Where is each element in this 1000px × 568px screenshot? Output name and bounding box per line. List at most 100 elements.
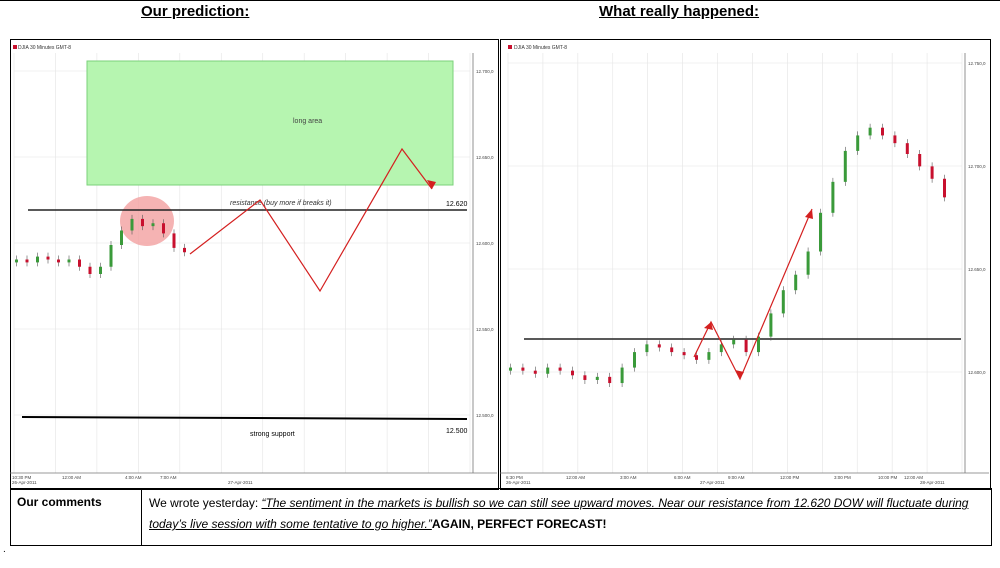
comments-intro: We wrote yesterday: [149, 496, 262, 510]
prediction-arrow-path [189, 147, 433, 293]
x-tick-label: 6:00 AM [674, 475, 691, 480]
candle-up [732, 339, 736, 345]
left-instrument-icon [13, 45, 17, 49]
candle-down [583, 375, 587, 380]
x-tick-label: 10:00 PM [878, 475, 898, 480]
x-date-label: 26-Apr-2011 [12, 480, 37, 485]
y-tick-label: 12.550,0 [476, 327, 494, 332]
candle-up [595, 376, 599, 380]
x-tick-label: 12:00 AM [566, 475, 585, 480]
candle-down [893, 135, 897, 144]
resistance-value: 12.620 [446, 201, 468, 208]
y-tick-label: 12.700,0 [968, 164, 986, 169]
top-rule [0, 0, 1000, 1]
left-chart: DJIA 30 Minutes GMT-8 long area resistan… [10, 45, 497, 485]
candle-down [162, 223, 165, 234]
candle-down [695, 355, 698, 360]
y-tick-label: 12.750,0 [968, 61, 986, 66]
x-tick-label: 12:00 AM [904, 475, 923, 480]
candle-down [78, 259, 81, 267]
candle-down [657, 344, 661, 348]
y-tick-label: 12.650,0 [476, 155, 494, 160]
actual-move-arrowhead-top [704, 322, 713, 330]
candle-down [682, 352, 686, 356]
candle-up [546, 367, 550, 374]
candle-down [670, 347, 674, 353]
resistance-label: resistance (buy more if breaks it) [230, 200, 332, 207]
page-dot: . [3, 544, 6, 555]
candle-up [757, 336, 760, 353]
comments-label: Our comments [17, 495, 102, 509]
candle-up [769, 313, 773, 337]
candle-up [781, 290, 785, 314]
right-chart: DJIA 30 Minutes GMT-8 12.750,0 12.700,0 12… [500, 45, 989, 485]
consolidation-circle [120, 196, 174, 246]
candle-down [88, 266, 92, 274]
candle-up [843, 150, 847, 182]
candle-up [719, 344, 723, 353]
left-chart-frame [10, 39, 499, 490]
candle-down [521, 367, 525, 371]
right-chart-frame [500, 39, 991, 490]
candle-up [806, 251, 810, 275]
support-value: 12.500 [446, 428, 468, 435]
candle-up [99, 266, 102, 274]
y-tick-label: 12.700,0 [476, 69, 494, 74]
actual-move-arrowhead-mid [735, 370, 744, 379]
candle-down [558, 367, 562, 371]
x-tick-label: 7:00 AM [160, 475, 177, 480]
left-instrument-label: DJIA 30 Minutes GMT-8 [18, 45, 71, 51]
x-tick-label: 3:00 PM [834, 475, 851, 480]
comments-text: We wrote yesterday: “The sentiment in th… [149, 493, 979, 535]
x-tick-label: 4:00 AM [125, 475, 142, 480]
candle-up [868, 127, 872, 136]
candle-down [533, 370, 537, 374]
candle-up [645, 344, 649, 353]
x-date-label: 26-Apr-2011 [506, 480, 531, 485]
support-label: strong support [250, 431, 295, 438]
candle-up [120, 230, 123, 245]
candle-up [620, 367, 624, 384]
candle-down [918, 154, 922, 167]
candle-down [25, 259, 29, 263]
candle-down [46, 256, 50, 260]
candle-down [930, 166, 934, 179]
y-tick-label: 12.500,0 [476, 413, 494, 418]
candle-up [15, 259, 18, 263]
y-tick-label: 12.600,0 [968, 370, 986, 375]
candle-down [744, 339, 748, 353]
left-header: Our prediction: [141, 3, 250, 20]
comments-box: Our comments We wrote yesterday: “The se… [10, 488, 992, 546]
x-date-label: 27-Apr-2011 [700, 480, 725, 485]
candle-up [819, 212, 822, 252]
x-tick-label: 9:00 AM [728, 475, 745, 480]
candle-down [943, 178, 946, 198]
candle-up [633, 352, 636, 368]
x-tick-label: 6:30 PM [506, 475, 523, 480]
candle-down [183, 247, 186, 253]
long-area-label: long area [293, 118, 322, 125]
candle-up [130, 218, 134, 231]
x-tick-label: 12:00 AM [62, 475, 81, 480]
comments-label-cell: Our comments [11, 489, 142, 545]
actual-move-arrowhead [805, 209, 813, 219]
x-tick-label: 10:30 PM [12, 475, 32, 480]
actual-move-arrow [693, 208, 813, 381]
candle-up [36, 256, 39, 263]
candle-up [509, 367, 512, 371]
support-line [21, 416, 468, 420]
candle-down [881, 127, 884, 136]
candle-down [608, 376, 612, 384]
prediction-arrowhead [427, 180, 436, 189]
x-date-label: 27-Apr-2011 [228, 480, 253, 485]
right-instrument-icon [508, 45, 512, 49]
x-tick-label: 3:00 AM [620, 475, 637, 480]
right-instrument-label: DJIA 30 Minutes GMT-8 [514, 45, 567, 51]
candle-up [67, 259, 71, 263]
y-tick-label: 12.600,0 [476, 241, 494, 246]
candle-up [707, 352, 711, 360]
candle-up [856, 135, 860, 151]
candle-down [905, 143, 909, 154]
y-tick-label: 12.650,0 [968, 267, 986, 272]
candle-down [571, 370, 574, 376]
